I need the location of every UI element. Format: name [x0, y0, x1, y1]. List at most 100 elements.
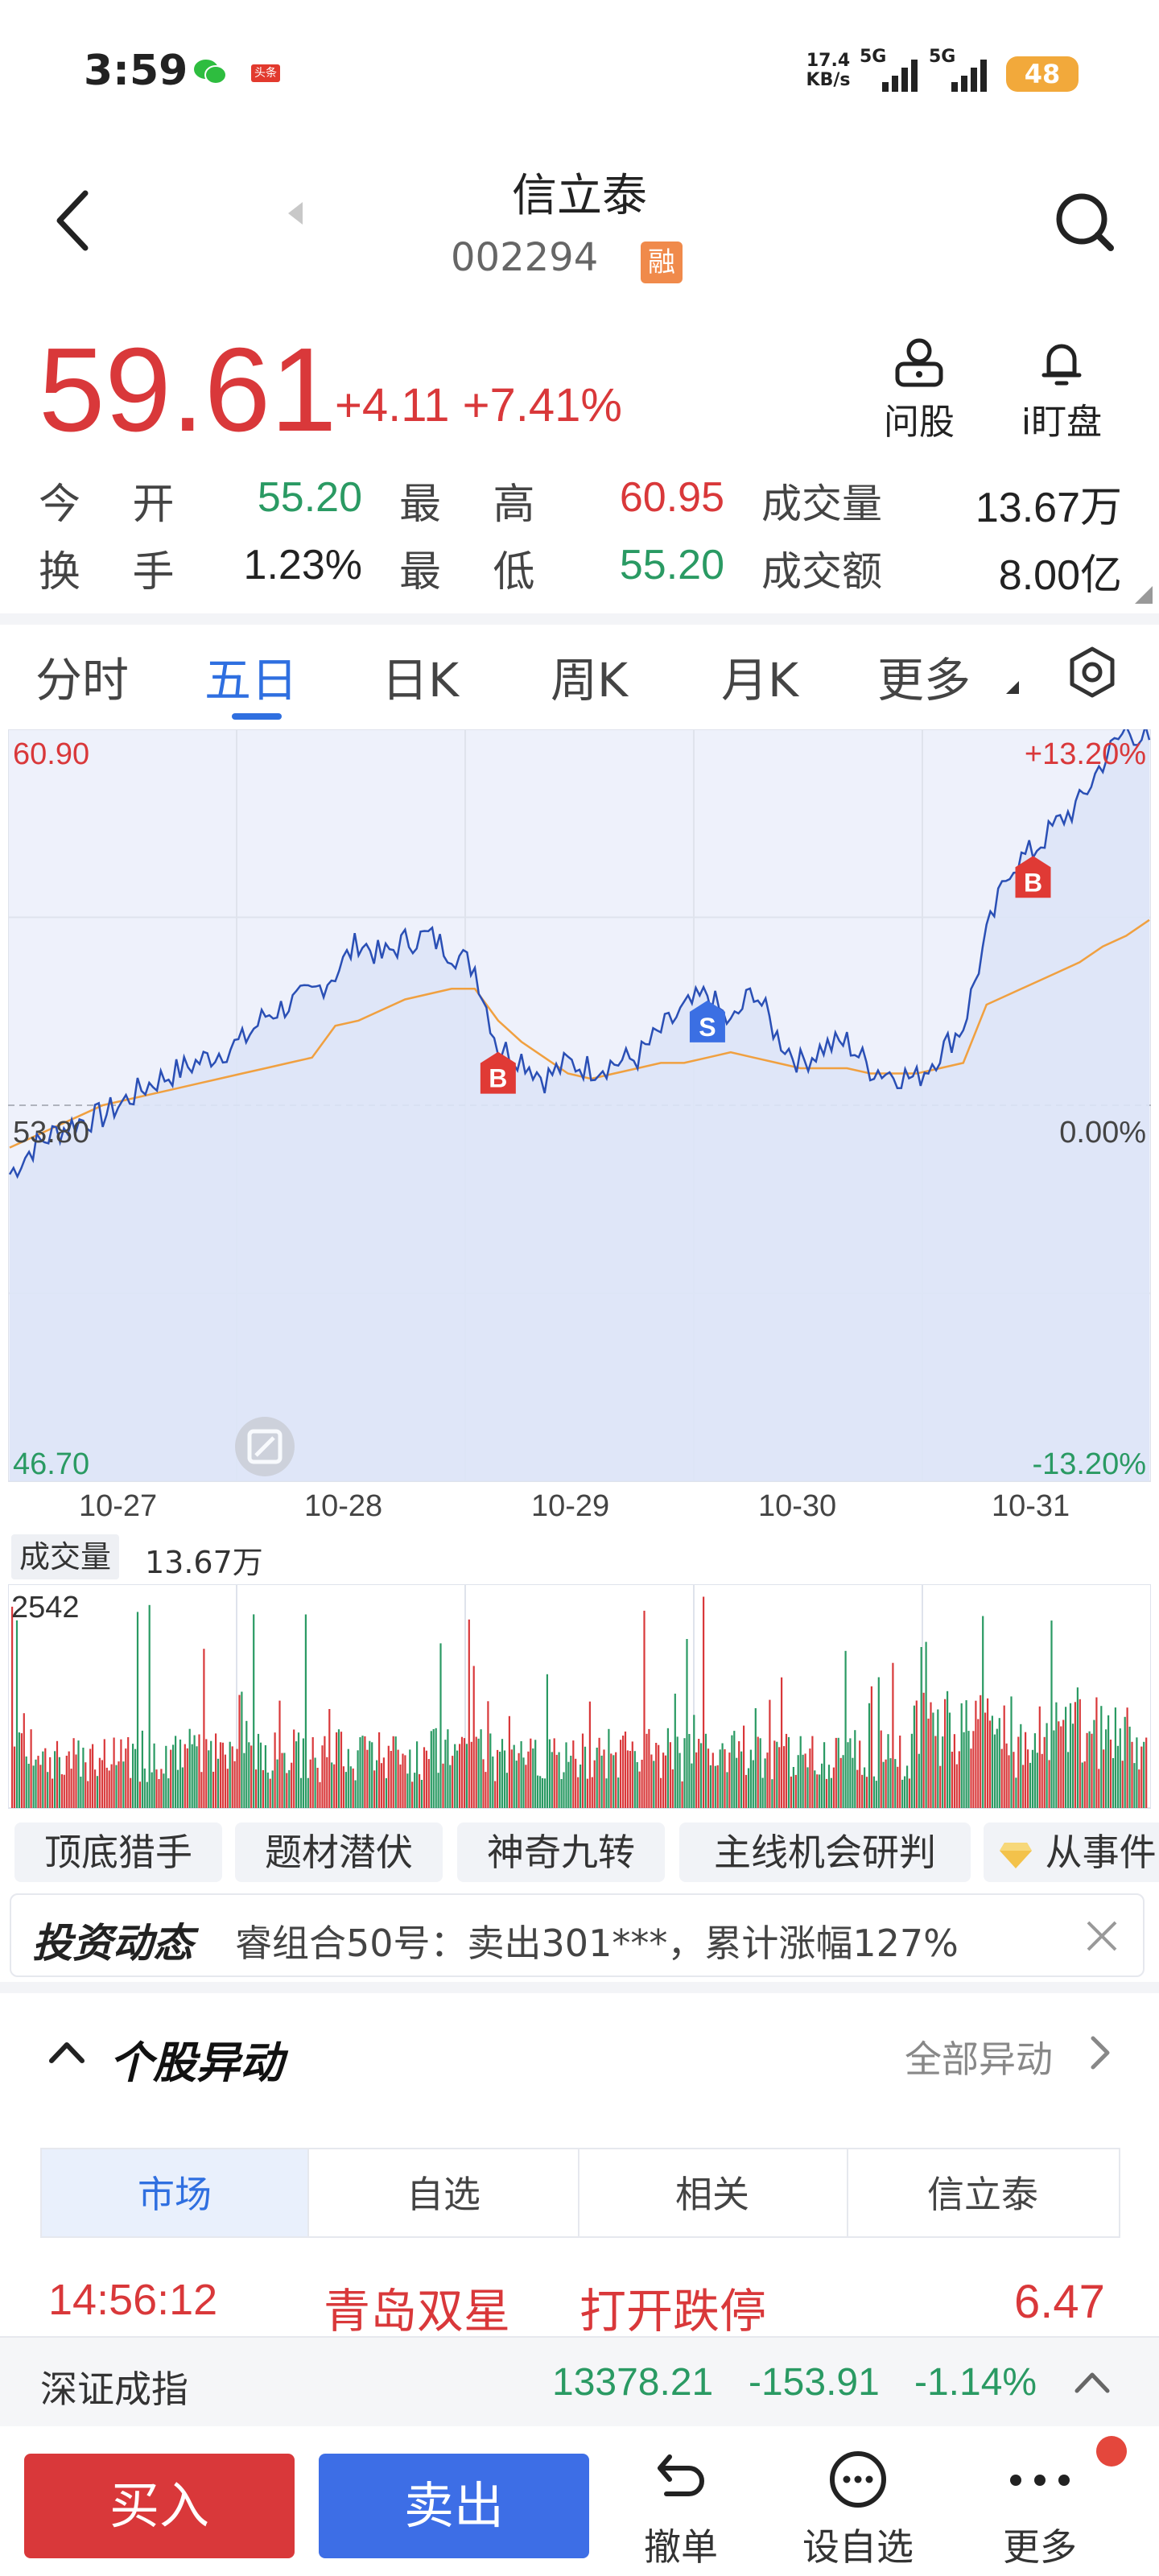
draw-tool-icon[interactable]	[235, 1417, 295, 1476]
chevron-up-icon	[49, 2042, 85, 2063]
net-speed: 17.4 KB/s	[806, 51, 851, 90]
tab-weekly-k[interactable]: 周K	[551, 653, 629, 708]
volume-bar	[631, 1741, 633, 1808]
volume-bar	[887, 1734, 889, 1808]
expand-index-button[interactable]	[1072, 2367, 1112, 2396]
volume-bar	[743, 1725, 745, 1808]
prev-stock-arrow[interactable]	[283, 200, 307, 227]
close-news-button[interactable]	[1082, 1916, 1122, 1956]
volume-bar	[530, 1738, 532, 1808]
more-button[interactable]: 更多	[959, 2439, 1120, 2576]
volume-bar	[814, 1770, 816, 1808]
five-day-price-chart[interactable]: B S B	[8, 729, 1151, 1486]
tab-five-day[interactable]: 五日	[204, 653, 299, 708]
anomaly-event-row[interactable]: 14:56:12 青岛双星 打开跌停 6.47	[0, 2262, 1159, 2343]
subtab-watchlist[interactable]: 自选	[309, 2148, 580, 2238]
tab-monthly-k[interactable]: 月K	[721, 653, 799, 708]
volume-bar	[975, 1700, 977, 1808]
volume-bar	[809, 1748, 811, 1808]
volume-bar	[328, 1709, 331, 1808]
expand-corner-icon[interactable]	[1135, 586, 1153, 604]
chip-theme-lurk[interactable]: 题材潜伏	[235, 1823, 443, 1882]
volume-bar	[581, 1733, 584, 1808]
watch-button[interactable]: i盯盘	[1009, 336, 1114, 443]
volume-bar	[432, 1729, 435, 1808]
date-label: 10-29	[531, 1489, 610, 1523]
volume-tag[interactable]: 成交量	[11, 1534, 120, 1579]
chart-settings-button[interactable]	[1064, 644, 1120, 700]
volume-bar	[243, 1752, 245, 1808]
cancel-order-button[interactable]: 撤单	[600, 2439, 761, 2576]
volume-bar	[460, 1736, 464, 1808]
volume-bar	[269, 1778, 271, 1808]
price-area	[10, 729, 1149, 1481]
volume-bar	[593, 1760, 596, 1808]
volume-bar	[749, 1749, 752, 1808]
volume-bar	[934, 1736, 937, 1808]
volume-bar	[904, 1776, 906, 1808]
all-anomalies-link[interactable]: 全部异动	[905, 2037, 1053, 2081]
chip-magic-nine[interactable]: 神奇九转	[457, 1823, 665, 1882]
event-time: 14:56:12	[48, 2276, 218, 2324]
search-button[interactable]	[1051, 188, 1119, 256]
ask-stock-button[interactable]: 问股	[874, 336, 964, 443]
status-bar: 3:59 头条 17.4 KB/s 5G 5G 48	[0, 0, 1159, 145]
volume-bar	[537, 1775, 539, 1808]
volume-bar	[823, 1742, 826, 1808]
volume-bar	[875, 1781, 877, 1808]
index-ticker-bar[interactable]: 深证成指 13378.21 -153.91 -1.14%	[0, 2336, 1159, 2426]
volume-bar	[1015, 1777, 1017, 1808]
volume-bar	[416, 1741, 419, 1808]
volume-bar	[172, 1744, 175, 1808]
volume-bar	[660, 1777, 662, 1808]
volume-bar	[1031, 1749, 1034, 1808]
wechat-icon	[193, 58, 227, 85]
sell-marker[interactable]: S	[689, 1000, 725, 1042]
volume-bar	[967, 1731, 970, 1808]
chip-top-bottom-hunter[interactable]: 顶底猎手	[14, 1823, 222, 1882]
volume-bar	[1083, 1761, 1086, 1808]
volume-bar	[1017, 1736, 1020, 1808]
volume-bar	[771, 1779, 773, 1808]
volume-bar	[987, 1698, 989, 1808]
buy-marker[interactable]: B	[1015, 856, 1051, 898]
volume-bar	[527, 1751, 530, 1808]
tab-timeshare[interactable]: 分时	[35, 653, 130, 708]
settings-icon	[1070, 646, 1115, 698]
volume-chart[interactable]	[8, 1584, 1151, 1811]
volume-bar	[844, 1650, 847, 1808]
volume-bar	[203, 1649, 205, 1808]
chip-from-event[interactable]: 从事件	[984, 1823, 1159, 1882]
buy-button[interactable]: 买入	[24, 2454, 295, 2558]
amount-label: 成交额	[761, 548, 882, 595]
collapse-section-button[interactable]	[47, 2035, 87, 2067]
volume-bar	[560, 1779, 563, 1808]
volume-bar	[776, 1741, 778, 1808]
volume-bar	[291, 1762, 293, 1808]
amount-value: 8.00亿	[998, 552, 1122, 599]
volume-bar	[229, 1741, 231, 1808]
volume-bar	[286, 1773, 288, 1808]
subtab-this-stock[interactable]: 信立泰	[847, 2148, 1120, 2238]
volume-bar	[409, 1749, 411, 1808]
pct-mid-label: 0.00%	[1059, 1116, 1146, 1150]
investment-news-banner[interactable]: 投资动态 睿组合50号：卖出301***，累计涨幅127%	[10, 1893, 1145, 1977]
subtab-related[interactable]: 相关	[578, 2148, 848, 2238]
tab-daily-k[interactable]: 日K	[382, 653, 460, 708]
volume-bar	[1005, 1743, 1008, 1808]
open-value: 55.20	[257, 474, 362, 521]
volume-bar	[830, 1777, 832, 1808]
tab-more[interactable]: 更多	[877, 653, 971, 708]
subtab-market[interactable]: 市场	[40, 2148, 309, 2238]
add-watchlist-button[interactable]: 设自选	[777, 2439, 938, 2576]
volume-bar	[480, 1729, 482, 1808]
chip-mainline-opportunity[interactable]: 主线机会研判	[679, 1823, 971, 1882]
sell-button[interactable]: 卖出	[319, 2454, 589, 2558]
volume-bar	[1081, 1762, 1083, 1808]
volume-bar	[908, 1778, 911, 1808]
current-price: 59.61	[39, 324, 337, 456]
volume-bar	[423, 1747, 426, 1808]
buy-marker[interactable]: B	[480, 1051, 516, 1094]
volume-bar	[1071, 1724, 1074, 1808]
back-button[interactable]	[50, 187, 98, 254]
